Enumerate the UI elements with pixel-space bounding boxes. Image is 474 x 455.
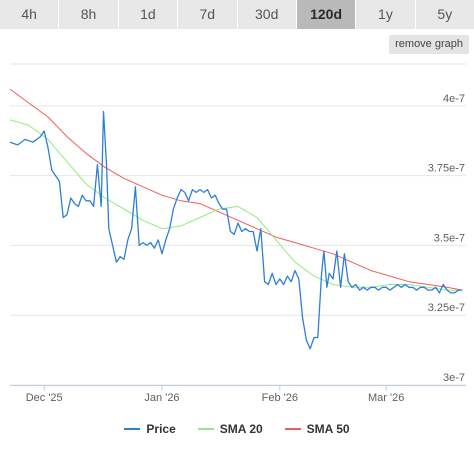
legend-swatch [197,428,214,430]
legend-label: SMA 50 [306,422,350,436]
x-axis-ticks: Dec '25 Jan '26 Feb '26 Mar '26 [26,385,404,404]
grid-lines [10,63,466,386]
tab-1d[interactable]: 1d [118,0,179,29]
legend-label: Price [146,422,176,436]
x-tick-label: Mar '26 [368,392,404,404]
remove-graph-button[interactable]: remove graph [389,35,469,54]
legend-label: SMA 20 [219,422,263,436]
legend-item-sma-20[interactable]: SMA 20 [197,422,263,436]
tab-4h[interactable]: 4h [0,0,60,29]
legend-item-price[interactable]: Price [124,422,176,436]
chart-series [9,88,463,350]
series-line-price [9,110,463,350]
series-line-sma-50 [9,88,463,291]
y-tick-label: 3e-7 [443,372,465,384]
tab-5y[interactable]: 5y [415,0,474,29]
x-tick-label: Dec '25 [26,392,63,404]
y-tick-label: 3.25e-7 [428,302,465,314]
tab-7d[interactable]: 7d [178,0,238,29]
legend-item-sma-50[interactable]: SMA 50 [284,422,350,436]
series-line-sma-20 [9,119,463,291]
legend-swatch [284,428,301,430]
legend-swatch [124,428,141,430]
x-tick-label: Jan '26 [144,392,179,404]
tab-1y[interactable]: 1y [356,0,416,29]
y-tick-label: 4e-7 [443,93,465,105]
y-axis-ticks: 3e-7 3.25e-7 3.5e-7 3.75e-7 4e-7 [428,93,465,384]
chart-legend: Price SMA 20 SMA 50 [0,418,474,440]
tab-30d[interactable]: 30d [237,0,297,29]
range-tabs: 4h 8h 1d 7d 30d 120d 1y 5y [0,0,474,29]
y-tick-label: 3.75e-7 [428,163,465,175]
y-tick-label: 3.5e-7 [434,232,465,244]
x-tick-label: Feb '26 [262,392,298,404]
tab-120d[interactable]: 120d [296,0,357,29]
tab-8h[interactable]: 8h [59,0,119,29]
